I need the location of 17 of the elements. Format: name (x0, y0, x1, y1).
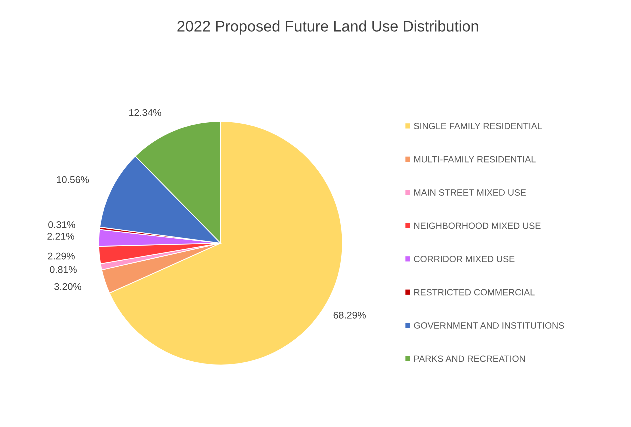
legend-label: GOVERNMENT AND INSTITUTIONS (414, 322, 564, 329)
legend-label: NEIGHBORHOOD MIXED USE (414, 222, 541, 230)
legend-label: MULTI-FAMILY RESIDENTIAL (414, 156, 536, 163)
legend-label: SINGLE FAMILY RESIDENTIAL (414, 123, 542, 130)
chart-title: 2022 Proposed Future Land Use Distribution (178, 20, 478, 35)
data-label: 68.29% (334, 312, 366, 319)
data-label: 0.81% (50, 266, 77, 274)
legend-label: PARKS AND RECREATION (414, 356, 526, 362)
data-label: 12.34% (130, 109, 162, 116)
data-label: 3.20% (54, 283, 82, 290)
data-label: 0.31% (48, 221, 76, 228)
legend-label: CORRIDOR MIXED USE (414, 256, 515, 262)
data-label: 10.56% (57, 176, 90, 184)
data-label: 2.21% (48, 233, 74, 240)
data-label: 2.29% (48, 252, 75, 260)
legend-label: MAIN STREET MIXED USE (414, 190, 526, 196)
legend-label: RESTRICTED COMMERCIAL (414, 289, 535, 296)
